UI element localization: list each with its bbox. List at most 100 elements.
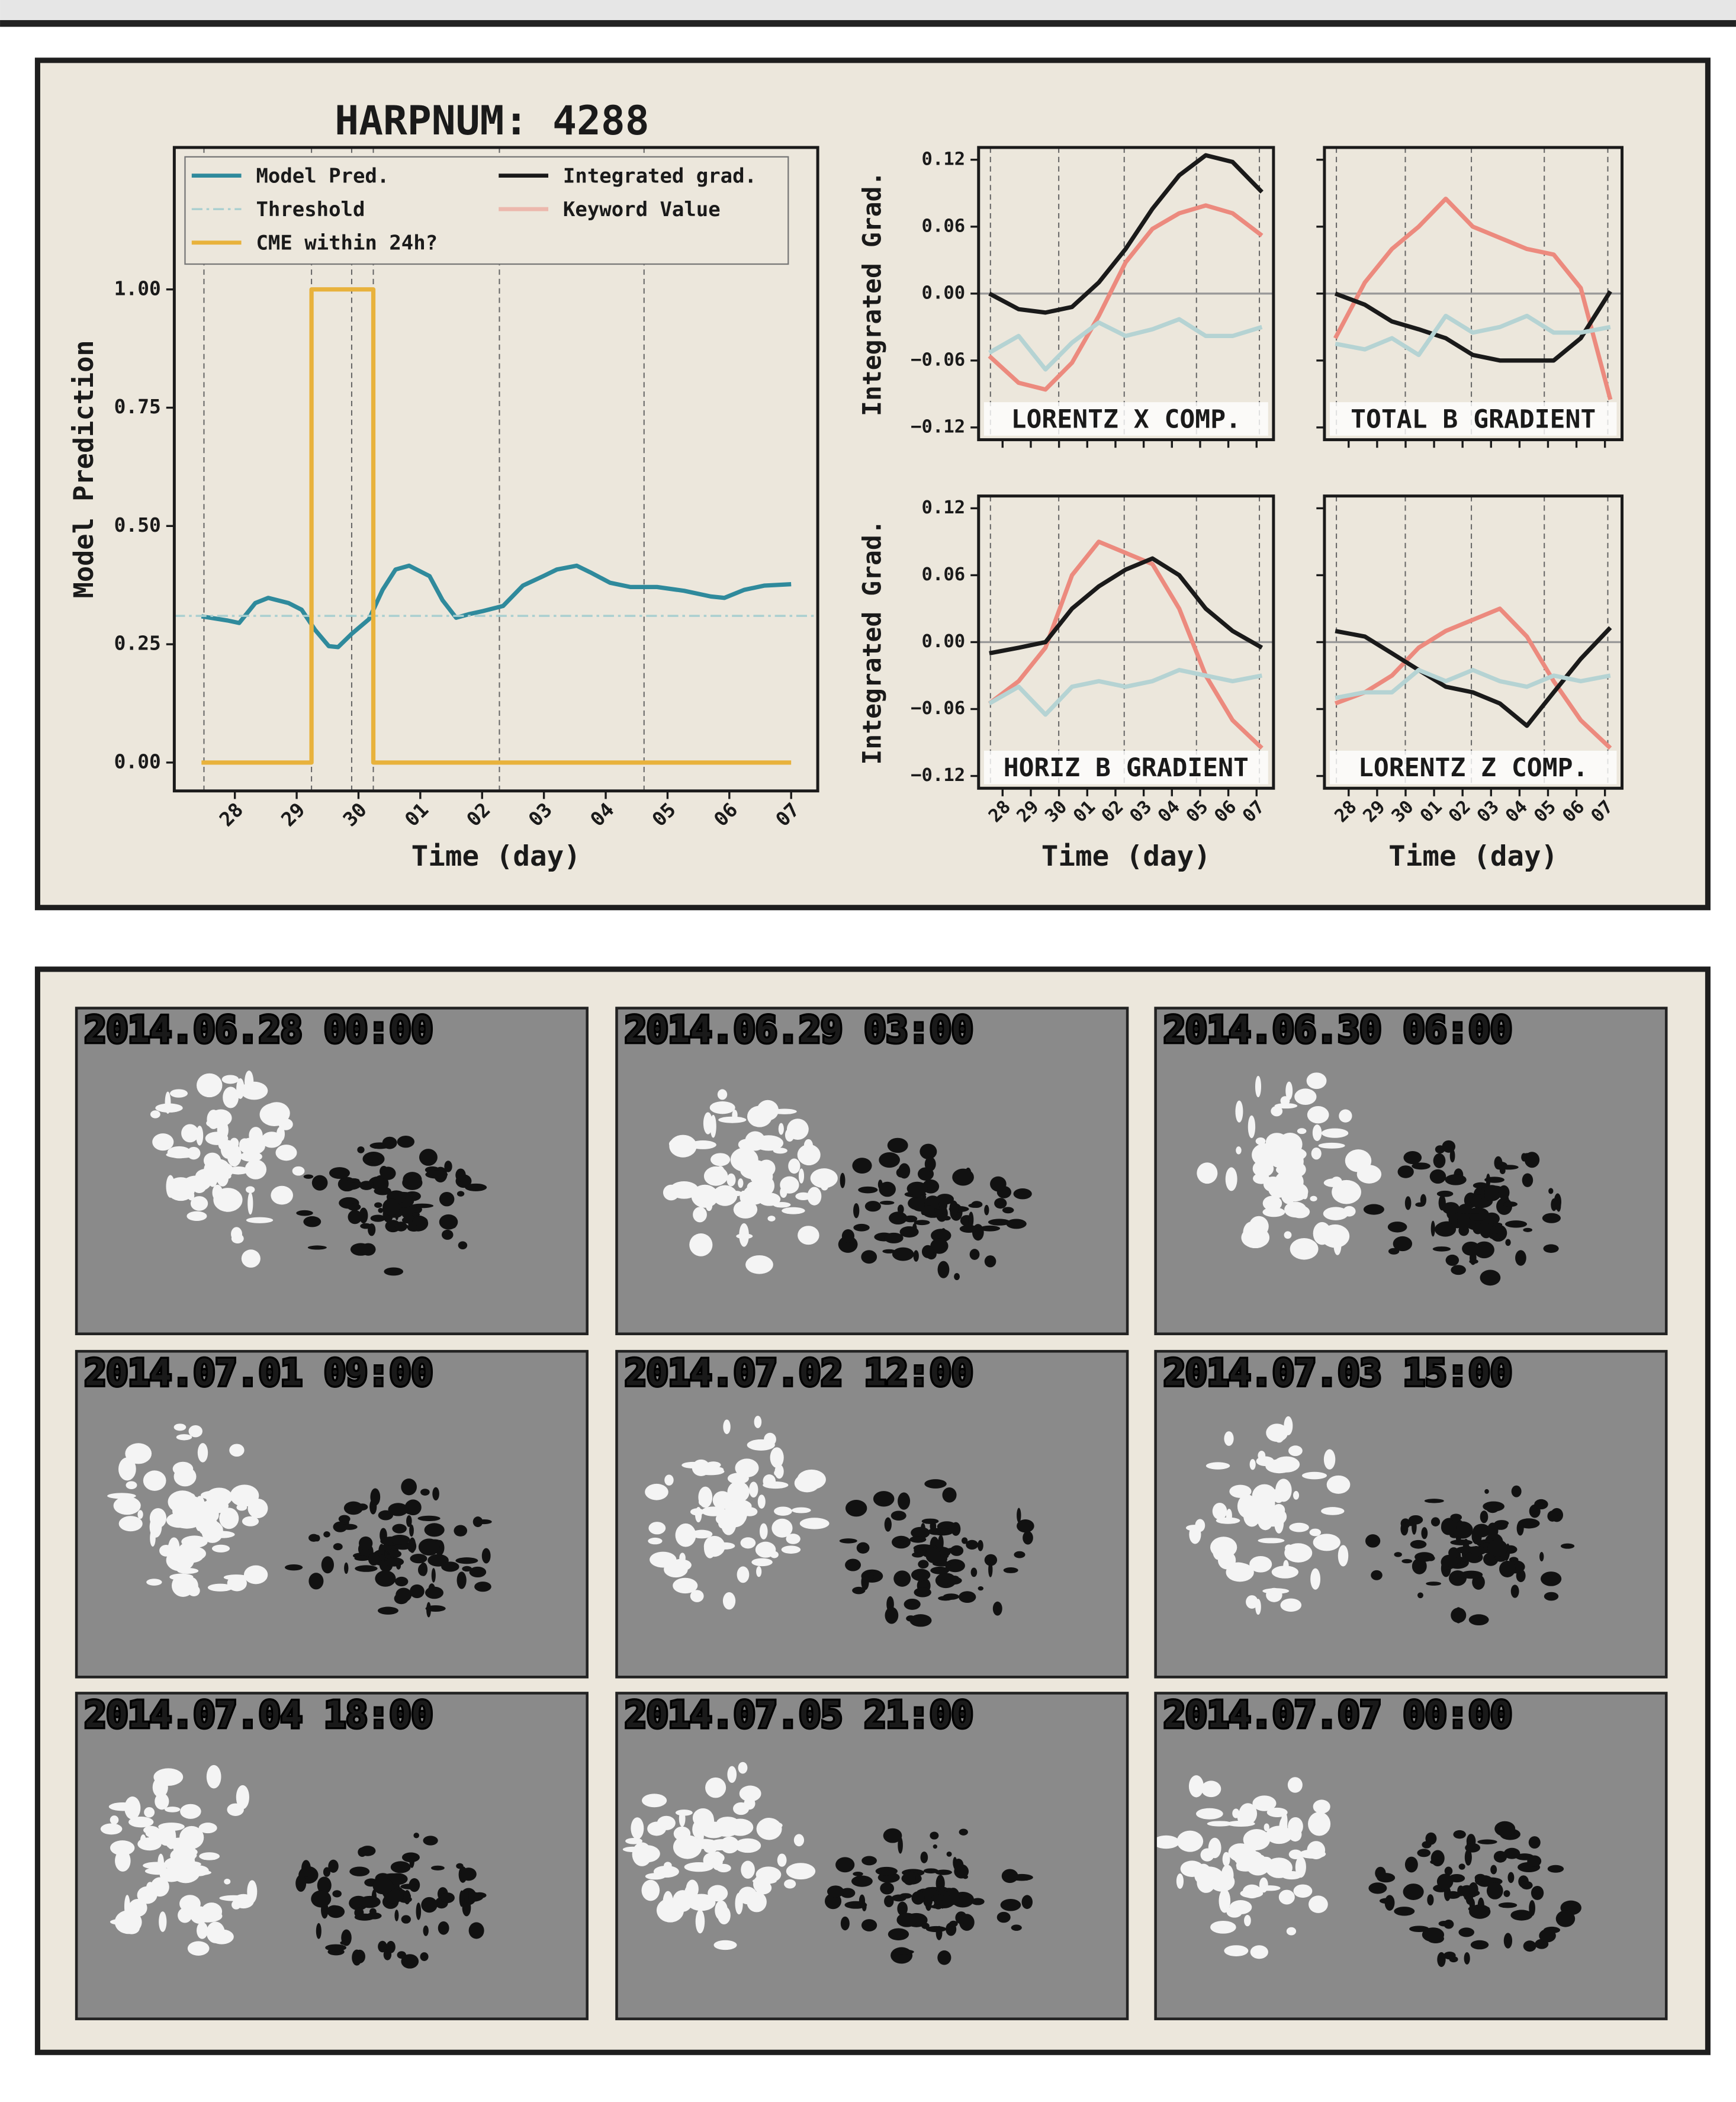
positive-flux	[695, 1910, 705, 1934]
negative-flux	[1426, 1582, 1442, 1586]
negative-flux	[308, 1534, 319, 1542]
negative-flux	[1014, 1551, 1025, 1558]
negative-flux	[359, 1895, 381, 1908]
negative-flux	[1498, 1185, 1510, 1200]
positive-flux	[181, 1124, 199, 1143]
snapshot-frame	[1154, 1007, 1668, 1335]
positive-flux	[166, 1177, 195, 1201]
negative-flux	[920, 1851, 928, 1863]
negative-flux	[397, 1135, 415, 1148]
negative-flux	[441, 1229, 454, 1240]
negative-flux	[845, 1500, 867, 1517]
negative-flux	[409, 1584, 425, 1599]
positive-flux	[1155, 1835, 1180, 1849]
y-tick-label: 0.50	[114, 514, 161, 536]
positive-flux	[207, 1583, 233, 1592]
negative-flux	[1498, 1165, 1519, 1170]
positive-flux	[143, 1862, 171, 1869]
positive-flux	[1194, 1866, 1224, 1886]
negative-flux	[906, 1181, 928, 1196]
panel-label: LORENTZ X COMP.	[1011, 404, 1241, 434]
negative-flux	[1450, 1513, 1462, 1521]
positive-flux	[756, 1566, 762, 1577]
snapshot-image	[1155, 1008, 1667, 1334]
negative-flux	[1487, 1522, 1499, 1539]
snapshot: 2014.07.01 09:00	[75, 1349, 589, 1679]
negative-flux	[1017, 1519, 1034, 1533]
negative-flux	[1442, 1202, 1459, 1214]
negative-flux	[898, 1492, 911, 1510]
series-line	[988, 203, 1264, 392]
negative-flux	[425, 1170, 448, 1179]
negative-flux	[938, 1197, 948, 1212]
negative-flux	[1000, 1898, 1021, 1911]
positive-flux	[738, 1139, 754, 1150]
negative-flux	[369, 1908, 377, 1915]
positive-flux	[1255, 1137, 1266, 1145]
positive-flux	[770, 1447, 784, 1468]
positive-flux	[233, 1894, 254, 1909]
negative-flux	[1498, 1902, 1518, 1908]
positive-flux	[1245, 1855, 1252, 1866]
negative-flux	[1442, 1140, 1456, 1153]
positive-flux	[1224, 1431, 1234, 1446]
negative-flux	[1493, 1222, 1503, 1227]
snapshot-frame	[75, 1349, 589, 1679]
negative-flux	[1430, 1220, 1435, 1237]
positive-flux	[1240, 1889, 1264, 1898]
negative-flux	[1430, 1859, 1442, 1865]
y-tick-label: −0.06	[911, 349, 965, 370]
negative-flux	[966, 1539, 979, 1550]
negative-flux	[909, 1614, 932, 1627]
negative-flux	[853, 1872, 863, 1876]
positive-flux	[1273, 1427, 1285, 1443]
negative-flux	[425, 1586, 443, 1599]
negative-flux	[333, 1543, 343, 1551]
negative-flux	[1548, 1188, 1554, 1194]
negative-flux	[439, 1191, 455, 1207]
positive-flux	[186, 1493, 195, 1502]
negative-flux	[932, 1561, 952, 1567]
positive-flux	[249, 1127, 263, 1144]
negative-flux	[1405, 1519, 1416, 1526]
positive-flux	[239, 1138, 250, 1152]
negative-flux	[1388, 1248, 1400, 1255]
negative-flux	[358, 1847, 367, 1857]
negative-flux	[1528, 1836, 1541, 1849]
negative-flux	[410, 1554, 427, 1564]
positive-flux	[745, 1255, 773, 1274]
snapshot-frame	[615, 1007, 1129, 1335]
negative-flux	[931, 1894, 946, 1901]
snapshot-image	[76, 1008, 587, 1334]
series-line	[988, 153, 1264, 315]
negative-flux	[1394, 1552, 1402, 1557]
positive-flux	[1249, 1216, 1269, 1237]
negative-flux	[382, 1198, 400, 1216]
negative-flux	[441, 1561, 459, 1572]
negative-flux	[1371, 1570, 1383, 1580]
positive-flux	[1262, 1588, 1290, 1594]
negative-flux	[394, 1910, 399, 1921]
positive-flux	[216, 1169, 229, 1187]
negative-flux	[970, 1567, 978, 1577]
negative-flux	[951, 1522, 961, 1536]
negative-flux	[883, 1828, 902, 1843]
positive-flux	[681, 1461, 705, 1468]
positive-flux	[228, 1166, 249, 1175]
positive-flux	[1345, 1149, 1372, 1172]
negative-flux	[455, 1557, 478, 1564]
positive-flux	[703, 1537, 716, 1558]
y-axis-label: Model Prediction	[68, 340, 99, 598]
negative-flux	[1499, 1560, 1516, 1577]
snapshot-image	[616, 1008, 1128, 1334]
negative-flux	[875, 1866, 898, 1876]
positive-flux	[1212, 1502, 1227, 1520]
negative-flux	[407, 1539, 417, 1553]
snapshot-label: 2014.07.03 15:00	[1163, 1352, 1512, 1394]
positive-flux	[709, 1101, 735, 1114]
positive-flux	[1326, 1475, 1351, 1494]
legend-label: Model Pred.	[256, 164, 389, 188]
positive-flux	[778, 1123, 784, 1135]
negative-flux	[1489, 1224, 1507, 1242]
